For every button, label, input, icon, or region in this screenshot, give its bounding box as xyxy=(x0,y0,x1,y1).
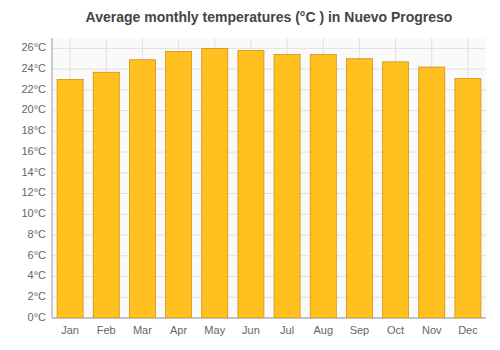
bar xyxy=(274,55,300,318)
y-tick-label: 22°C xyxy=(21,83,46,95)
y-tick-label: 26°C xyxy=(21,41,46,53)
y-tick-label: 20°C xyxy=(21,103,46,115)
bar xyxy=(202,48,228,318)
chart-title: Average monthly temperatures (°C ) in Nu… xyxy=(86,9,453,25)
x-tick-label: Jul xyxy=(280,324,294,336)
y-tick-label: 10°C xyxy=(21,207,46,219)
bar xyxy=(346,59,372,318)
y-tick-label: 16°C xyxy=(21,145,46,157)
bar xyxy=(93,72,119,318)
x-tick-label: Oct xyxy=(387,324,404,336)
y-tick-label: 12°C xyxy=(21,186,46,198)
x-tick-label: Feb xyxy=(97,324,116,336)
y-axis-line xyxy=(52,38,53,318)
y-tick-label: 6°C xyxy=(28,249,47,261)
y-grid-line xyxy=(52,48,486,49)
bar xyxy=(166,51,192,318)
x-tick-label: Mar xyxy=(133,324,152,336)
bar xyxy=(419,67,445,318)
bars xyxy=(57,48,481,318)
bar xyxy=(129,60,155,318)
bar xyxy=(238,50,264,318)
x-tick-label: Dec xyxy=(458,324,478,336)
bar xyxy=(383,62,409,318)
x-tick-label: Jun xyxy=(242,324,260,336)
axes: 0°C 2°C 4°C 6°C 8°C 10°C 12°C 14°C 16°C 18°C 20°C 2… xyxy=(21,38,486,336)
grid xyxy=(52,38,486,318)
x-tick-label: Nov xyxy=(422,324,442,336)
bar xyxy=(455,78,481,318)
y-tick-label: 24°C xyxy=(21,62,46,74)
chart-svg: 0°C 2°C 4°C 6°C 8°C 10°C 12°C 14°C 16°C 18°C 20°C 2… xyxy=(0,0,500,350)
y-tick-label: 14°C xyxy=(21,166,46,178)
y-tick-label: 8°C xyxy=(28,228,47,240)
x-tick-label: May xyxy=(204,324,225,336)
y-tick-label: 2°C xyxy=(28,290,47,302)
y-tick-label: 0°C xyxy=(28,311,47,323)
y-tick-label: 4°C xyxy=(28,269,47,281)
chart-container: 0°C 2°C 4°C 6°C 8°C 10°C 12°C 14°C 16°C 18°C 20°C 2… xyxy=(0,0,500,350)
x-tick-label: Aug xyxy=(313,324,333,336)
y-tick-label: 18°C xyxy=(21,124,46,136)
x-tick-label: Jan xyxy=(61,324,79,336)
x-tick-label: Apr xyxy=(170,324,187,336)
x-tick-label: Sep xyxy=(350,324,370,336)
plot-background xyxy=(52,38,486,318)
bar xyxy=(310,55,336,318)
bar xyxy=(57,79,83,318)
